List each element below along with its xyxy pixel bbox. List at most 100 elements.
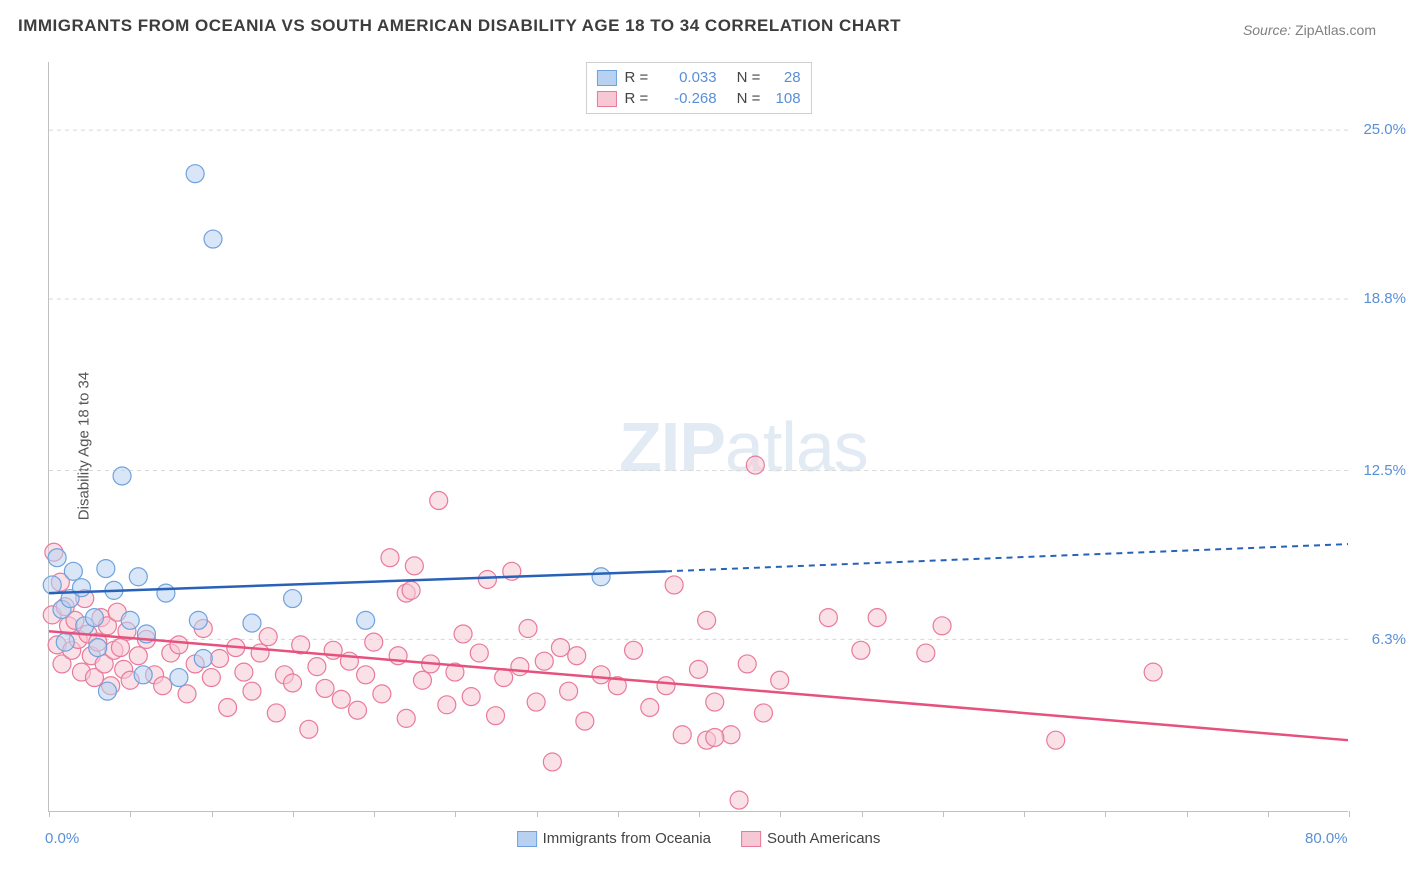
n-value-0: 28 (765, 67, 801, 88)
legend-label-1: South Americans (767, 830, 880, 847)
data-point (551, 639, 569, 657)
chart-svg (49, 62, 1348, 811)
data-point (267, 704, 285, 722)
data-point (535, 652, 553, 670)
data-point (129, 647, 147, 665)
data-point (543, 753, 561, 771)
data-point (519, 620, 537, 638)
swatch-0 (596, 70, 616, 86)
x-minor-tick (1268, 811, 1269, 817)
data-point (454, 625, 472, 643)
data-point (511, 658, 529, 676)
data-point (706, 693, 724, 711)
data-point (487, 707, 505, 725)
data-point (189, 611, 207, 629)
data-point (665, 576, 683, 594)
x-minor-tick (212, 811, 213, 817)
x-minor-tick (1105, 811, 1106, 817)
data-point (690, 660, 708, 678)
data-point (641, 699, 659, 717)
data-point (357, 666, 375, 684)
data-point (478, 571, 496, 589)
data-point (868, 609, 886, 627)
data-point (560, 682, 578, 700)
data-point (381, 549, 399, 567)
trend-line (49, 631, 1348, 740)
plot-area: ZIPatlas R = 0.033 N = 28 R = -0.268 N =… (48, 62, 1348, 812)
source-credit: Source: ZipAtlas.com (1243, 22, 1376, 38)
data-point (204, 230, 222, 248)
data-point (738, 655, 756, 673)
data-point (462, 688, 480, 706)
data-point (284, 674, 302, 692)
data-point (730, 791, 748, 809)
stats-row-0: R = 0.033 N = 28 (596, 67, 800, 88)
x-minor-tick (1349, 811, 1350, 817)
data-point (48, 549, 66, 567)
data-point (357, 611, 375, 629)
data-point (673, 726, 691, 744)
source-value: ZipAtlas.com (1295, 22, 1376, 38)
data-point (56, 633, 74, 651)
data-point (430, 492, 448, 510)
source-label: Source: (1243, 22, 1291, 38)
x-minor-tick (618, 811, 619, 817)
data-point (405, 557, 423, 575)
x-minor-tick (943, 811, 944, 817)
data-point (170, 636, 188, 654)
data-point (495, 669, 513, 687)
data-point (121, 611, 139, 629)
data-point (592, 666, 610, 684)
data-point (402, 581, 420, 599)
legend-item-1: South Americans (741, 830, 880, 847)
y-tick-label: 18.8% (1363, 290, 1406, 307)
data-point (211, 649, 229, 667)
x-minor-tick (130, 811, 131, 817)
data-point (154, 677, 172, 695)
x-minor-tick (780, 811, 781, 817)
data-point (1047, 731, 1065, 749)
data-point (43, 576, 61, 594)
data-point (625, 641, 643, 659)
data-point (202, 669, 220, 687)
data-point (89, 639, 107, 657)
data-point (917, 644, 935, 662)
data-point (284, 590, 302, 608)
data-point (186, 165, 204, 183)
legend-swatch-1 (741, 831, 761, 847)
data-point (170, 669, 188, 687)
data-point (365, 633, 383, 651)
legend-swatch-0 (517, 831, 537, 847)
data-point (111, 639, 129, 657)
x-minor-tick (862, 811, 863, 817)
stats-row-1: R = -0.268 N = 108 (596, 88, 800, 109)
data-point (470, 644, 488, 662)
data-point (259, 628, 277, 646)
x-minor-tick (49, 811, 50, 817)
data-point (113, 467, 131, 485)
data-point (397, 709, 415, 727)
data-point (129, 568, 147, 586)
legend-label-0: Immigrants from Oceania (543, 830, 711, 847)
data-point (576, 712, 594, 730)
data-point (235, 663, 253, 681)
data-point (349, 701, 367, 719)
data-point (300, 720, 318, 738)
data-point (438, 696, 456, 714)
data-point (722, 726, 740, 744)
data-point (568, 647, 586, 665)
x-tick-label: 80.0% (1305, 830, 1348, 847)
data-point (413, 671, 431, 689)
swatch-1 (596, 91, 616, 107)
data-point (308, 658, 326, 676)
r-value-1: -0.268 (657, 88, 717, 109)
data-point (316, 679, 334, 697)
legend-item-0: Immigrants from Oceania (517, 830, 711, 847)
data-point (332, 690, 350, 708)
data-point (243, 682, 261, 700)
data-point (134, 666, 152, 684)
data-point (657, 677, 675, 695)
data-point (527, 693, 545, 711)
data-point (1144, 663, 1162, 681)
data-point (97, 560, 115, 578)
